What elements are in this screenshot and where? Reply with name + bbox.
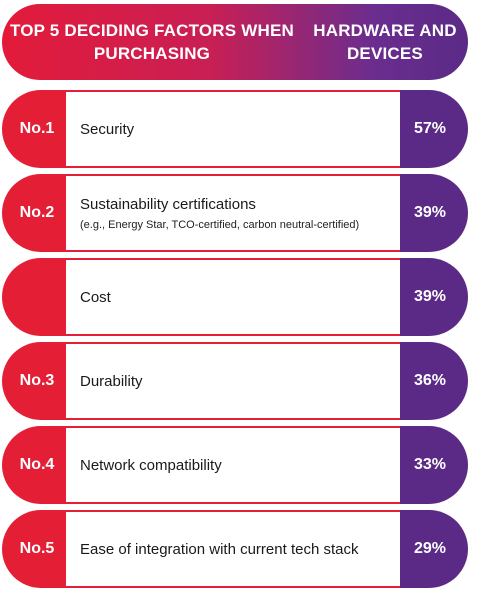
chart-title-line-2: HARDWARE AND DEVICES [313, 21, 457, 63]
factor-label: Sustainability certifications [80, 195, 256, 213]
factor-label: Security [80, 120, 135, 138]
factor-row-5: No.4 Network compatibility 33% [2, 426, 468, 504]
factor-row-4: No.3 Durability 36% [2, 342, 468, 420]
factor-percentage: 39% [400, 258, 468, 336]
factor-label-cell: Ease of integration with current tech st… [66, 510, 400, 588]
factor-label-cell: Durability [66, 342, 400, 420]
factor-label-cell: Sustainability certifications (e.g., Ene… [66, 174, 400, 252]
factor-label: Network compatibility [80, 456, 222, 474]
factor-percentage: 39% [400, 174, 468, 252]
factor-percentage: 36% [400, 342, 468, 420]
rank-badge: No.4 [2, 426, 66, 504]
chart-title-line-1: TOP 5 DECIDING FACTORS WHEN PURCHASING [9, 21, 294, 63]
rank-badge: No.5 [2, 510, 66, 588]
factor-label-cell: Cost [66, 258, 400, 336]
factor-row-3: Cost 39% [2, 258, 468, 336]
factor-row-1: No.1 Security 57% [2, 90, 468, 168]
factor-percentage: 57% [400, 90, 468, 168]
factor-percentage: 29% [400, 510, 468, 588]
rank-badge: No.2 [2, 174, 66, 252]
rank-badge [2, 258, 66, 336]
factor-label: Ease of integration with current tech st… [80, 540, 359, 558]
factor-row-2: No.2 Sustainability certifications (e.g.… [2, 174, 468, 252]
factor-label-cell: Network compatibility [66, 426, 400, 504]
factor-label: Durability [80, 372, 143, 390]
rank-badge: No.1 [2, 90, 66, 168]
factor-label: Cost [80, 288, 111, 306]
chart-title: TOP 5 DECIDING FACTORS WHEN PURCHASING H… [2, 4, 468, 80]
factor-label-cell: Security [66, 90, 400, 168]
rank-badge: No.3 [2, 342, 66, 420]
factor-row-6: No.5 Ease of integration with current te… [2, 510, 468, 588]
factor-percentage: 33% [400, 426, 468, 504]
factor-sublabel: (e.g., Energy Star, TCO-certified, carbo… [80, 218, 360, 231]
